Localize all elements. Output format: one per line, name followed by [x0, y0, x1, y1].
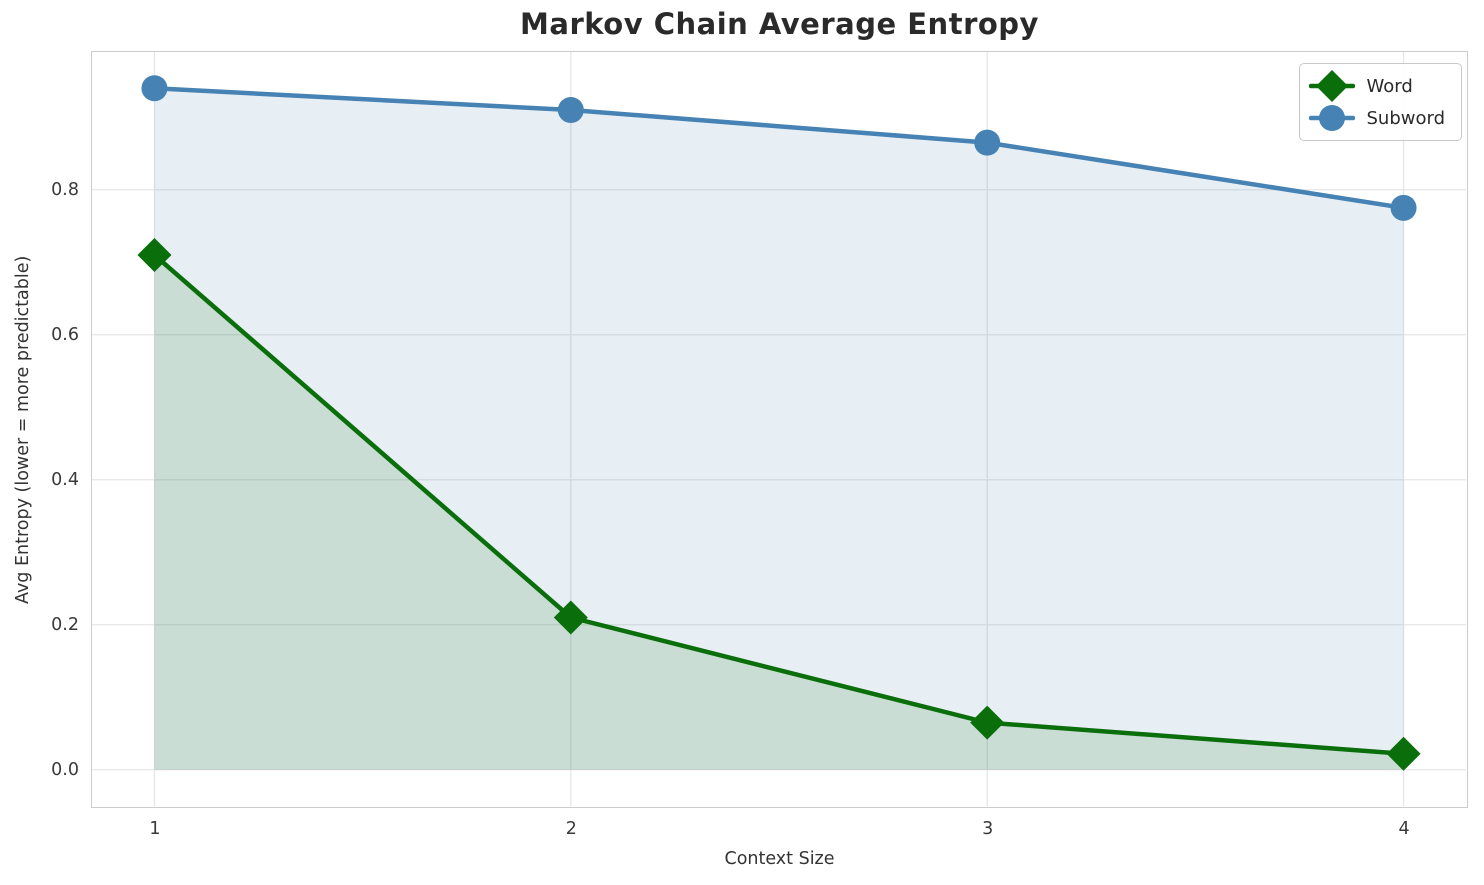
- line-subword: [152, 86, 1406, 211]
- x-axis-label: Context Size: [724, 849, 835, 869]
- marker-diamond-word: [553, 600, 588, 635]
- area-fill-subword: [154, 88, 1404, 770]
- marker-circle-subword: [141, 75, 168, 102]
- plot-svg: [92, 52, 1466, 806]
- legend-marker-circle-icon: [1309, 105, 1356, 131]
- y-tick-label: 0.8: [51, 180, 79, 201]
- y-axis-label: Avg Entropy (lower = more predictable): [13, 255, 33, 604]
- marker-diamond-word: [970, 705, 1005, 740]
- marker-circle-subword: [1390, 194, 1417, 221]
- line-word: [152, 252, 1406, 757]
- legend-marker-diamond-icon: [1309, 70, 1356, 102]
- legend-item-subword: Subword: [1309, 103, 1445, 133]
- legend-label: Subword: [1366, 107, 1445, 129]
- y-tick-label: 0.6: [51, 325, 79, 346]
- marker-diamond-word: [1386, 736, 1421, 771]
- x-tick-label: 4: [1398, 819, 1410, 839]
- chart-title: Markov Chain Average Entropy: [520, 7, 1039, 41]
- legend: Word Subword: [1299, 63, 1462, 141]
- chart-canvas: [91, 51, 1468, 808]
- legend-label: Word: [1366, 75, 1413, 97]
- x-tick-label: 2: [565, 819, 577, 839]
- y-tick-label: 0.2: [51, 615, 79, 636]
- y-tick-label: 0.0: [51, 760, 79, 781]
- x-tick-label: 3: [982, 819, 994, 839]
- marker-circle-subword: [557, 97, 584, 123]
- legend-item-word: Word: [1309, 70, 1445, 102]
- x-tick-label: 1: [149, 819, 161, 839]
- marker-circle-subword: [974, 129, 1001, 156]
- area-fill-word: [154, 255, 1404, 770]
- y-tick-label: 0.4: [51, 470, 79, 491]
- marker-diamond-word: [137, 238, 172, 272]
